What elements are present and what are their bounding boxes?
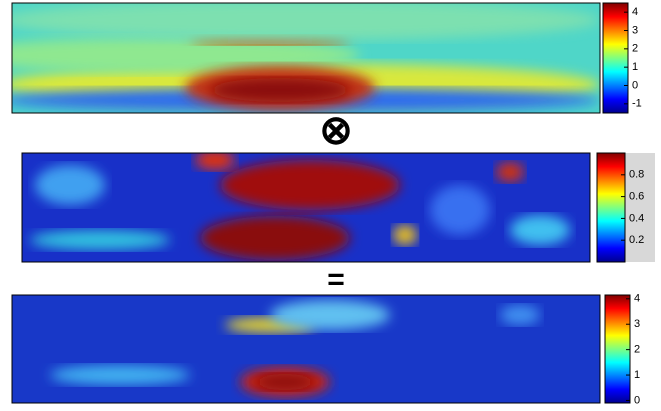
colorbar-tick-label: 0 <box>634 394 640 406</box>
colorbar-tick-label: 1 <box>634 369 640 381</box>
heatmap-blob <box>0 0 600 40</box>
heatmap-blob <box>430 185 490 235</box>
operator-equals: = <box>327 263 345 296</box>
heatmap-blob <box>220 160 400 210</box>
colorbar-tick-label: 4 <box>632 6 638 18</box>
heatmap-blob <box>500 305 540 325</box>
colorbar <box>597 153 625 262</box>
colorbar-tick-label: 1 <box>632 61 638 73</box>
colorbar-tick-label: 0.6 <box>629 191 644 203</box>
heatmap-blob <box>30 230 170 250</box>
colorbar-tick-label: 0.8 <box>629 169 644 181</box>
colorbar-tick-label: 0.4 <box>629 212 644 224</box>
heatmap <box>0 0 600 113</box>
colorbar-tick-label: 2 <box>632 43 638 55</box>
colorbar-tick-label: -1 <box>632 98 642 110</box>
heatmap-blob <box>270 300 390 330</box>
figure: ⊗ = 4 3 2 1 0 -1 0.8 0.6 0.4 0.2 4 3 2 1 0 <box>0 0 661 406</box>
heatmap <box>12 295 600 403</box>
colorbar-tick-label: 0.2 <box>629 234 644 246</box>
heatmap-blob <box>496 162 524 182</box>
heatmap <box>22 150 590 262</box>
colorbar-tick-label: 2 <box>634 344 640 356</box>
heatmap-blob <box>393 225 417 245</box>
heatmap-blob <box>50 365 190 385</box>
heatmap-blob <box>200 216 350 260</box>
heatmap-blob <box>210 78 350 102</box>
colorbar-tick-label: 0 <box>632 79 638 91</box>
colorbar <box>603 3 628 113</box>
colorbar <box>605 295 630 403</box>
operator-times: ⊗ <box>319 109 353 153</box>
colorbar-tick-label: 3 <box>634 318 640 330</box>
colorbar-tick-label: 4 <box>634 293 640 305</box>
heatmap-blob <box>35 165 105 205</box>
colorbar-tick-label: 3 <box>632 24 638 36</box>
heatmap-blob <box>255 374 315 390</box>
heatmap-blob <box>510 215 570 245</box>
